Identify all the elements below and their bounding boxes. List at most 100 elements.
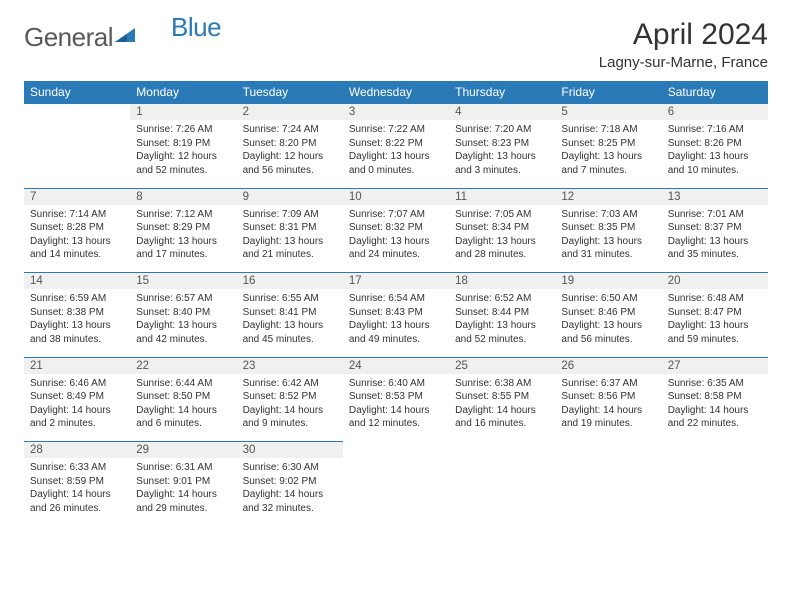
daylight-line: Daylight: 14 hours and 16 minutes.	[455, 405, 536, 430]
daylight-line: Daylight: 13 hours and 7 minutes.	[561, 151, 642, 176]
sunrise-line: Sunrise: 6:30 AM	[243, 462, 319, 473]
logo-text-general: General	[24, 22, 113, 53]
weekday-header: Thursday	[449, 81, 555, 104]
sunset-line: Sunset: 8:44 PM	[455, 307, 529, 318]
logo-text-blue: Blue	[171, 12, 221, 43]
day-detail-cell: Sunrise: 6:52 AMSunset: 8:44 PMDaylight:…	[449, 289, 555, 357]
sunrise-line: Sunrise: 6:33 AM	[30, 462, 106, 473]
daylight-line: Daylight: 13 hours and 0 minutes.	[349, 151, 430, 176]
day-detail-cell	[555, 458, 661, 526]
day-detail-row: Sunrise: 6:46 AMSunset: 8:49 PMDaylight:…	[24, 374, 768, 442]
day-detail-cell: Sunrise: 7:07 AMSunset: 8:32 PMDaylight:…	[343, 205, 449, 273]
logo-triangle-icon	[115, 26, 137, 49]
daylight-line: Daylight: 13 hours and 21 minutes.	[243, 236, 324, 261]
day-detail-cell	[449, 458, 555, 526]
sunrise-line: Sunrise: 7:22 AM	[349, 124, 425, 135]
daylight-line: Daylight: 12 hours and 52 minutes.	[136, 151, 217, 176]
daylight-line: Daylight: 14 hours and 9 minutes.	[243, 405, 324, 430]
sunrise-line: Sunrise: 7:12 AM	[136, 209, 212, 220]
sunrise-line: Sunrise: 6:52 AM	[455, 293, 531, 304]
day-number-cell: 12	[555, 188, 661, 205]
day-number-cell: 2	[237, 104, 343, 121]
sunset-line: Sunset: 8:41 PM	[243, 307, 317, 318]
sunset-line: Sunset: 8:50 PM	[136, 391, 210, 402]
day-number-cell: 9	[237, 188, 343, 205]
day-detail-cell: Sunrise: 6:38 AMSunset: 8:55 PMDaylight:…	[449, 374, 555, 442]
day-detail-cell: Sunrise: 7:20 AMSunset: 8:23 PMDaylight:…	[449, 120, 555, 188]
calendar-head: SundayMondayTuesdayWednesdayThursdayFrid…	[24, 81, 768, 104]
day-number-cell: 15	[130, 273, 236, 290]
day-number-cell: 26	[555, 357, 661, 374]
sunset-line: Sunset: 8:47 PM	[668, 307, 742, 318]
day-number-cell: 29	[130, 442, 236, 459]
daylight-line: Daylight: 13 hours and 3 minutes.	[455, 151, 536, 176]
calendar-table: SundayMondayTuesdayWednesdayThursdayFrid…	[24, 81, 768, 526]
day-number-cell: 3	[343, 104, 449, 121]
sunset-line: Sunset: 8:28 PM	[30, 222, 104, 233]
sunrise-line: Sunrise: 7:24 AM	[243, 124, 319, 135]
sunrise-line: Sunrise: 6:40 AM	[349, 378, 425, 389]
day-number-cell: 21	[24, 357, 130, 374]
day-number-row: 21222324252627	[24, 357, 768, 374]
weekday-header: Monday	[130, 81, 236, 104]
sunrise-line: Sunrise: 6:59 AM	[30, 293, 106, 304]
day-detail-cell: Sunrise: 6:40 AMSunset: 8:53 PMDaylight:…	[343, 374, 449, 442]
day-number-cell: 28	[24, 442, 130, 459]
sunrise-line: Sunrise: 6:55 AM	[243, 293, 319, 304]
day-detail-cell: Sunrise: 6:44 AMSunset: 8:50 PMDaylight:…	[130, 374, 236, 442]
calendar-body: 123456Sunrise: 7:26 AMSunset: 8:19 PMDay…	[24, 104, 768, 527]
day-detail-cell: Sunrise: 7:18 AM Sunset: 8:25 PM Daylight:…	[555, 120, 661, 188]
day-detail-cell: Sunrise: 6:50 AMSunset: 8:46 PMDaylight:…	[555, 289, 661, 357]
sunrise-line: Sunrise: 7:18 AM	[561, 124, 637, 135]
weekday-header: Tuesday	[237, 81, 343, 104]
sunset-line: Sunset: 8:31 PM	[243, 222, 317, 233]
day-number-cell	[449, 442, 555, 459]
sunrise-line: Sunrise: 7:01 AM	[668, 209, 744, 220]
sunrise-line: Sunrise: 6:38 AM	[455, 378, 531, 389]
daylight-line: Daylight: 13 hours and 14 minutes.	[30, 236, 111, 261]
sunset-line: Sunset: 8:59 PM	[30, 476, 104, 487]
day-detail-cell: Sunrise: 6:54 AMSunset: 8:43 PMDaylight:…	[343, 289, 449, 357]
sunset-line: Sunset: 9:02 PM	[243, 476, 317, 487]
sunset-line: Sunset: 8:26 PM	[668, 138, 742, 149]
day-detail-cell: Sunrise: 6:42 AMSunset: 8:52 PMDaylight:…	[237, 374, 343, 442]
daylight-line: Daylight: 13 hours and 59 minutes.	[668, 320, 749, 345]
day-detail-cell: Sunrise: 7:01 AM Sunset: 8:37 PM Daylight:…	[662, 205, 768, 273]
sunrise-line: Sunrise: 7:20 AM	[455, 124, 531, 135]
daylight-line: Daylight: 14 hours and 2 minutes.	[30, 405, 111, 430]
daylight-line: Daylight: 13 hours and 24 minutes.	[349, 236, 430, 261]
sunset-line: Sunset: 8:25 PM	[561, 138, 635, 149]
sunset-line: Sunset: 8:37 PM	[668, 222, 742, 233]
daylight-line: Daylight: 13 hours and 17 minutes.	[136, 236, 217, 261]
sunrise-line: Sunrise: 6:54 AM	[349, 293, 425, 304]
daylight-line: Daylight: 13 hours and 35 minutes.	[668, 236, 749, 261]
sunrise-line: Sunrise: 6:48 AM	[668, 293, 744, 304]
daylight-line: Daylight: 13 hours and 42 minutes.	[136, 320, 217, 345]
day-detail-cell: Sunrise: 7:03 AMSunset: 8:35 PMDaylight:…	[555, 205, 661, 273]
day-number-cell: 7	[24, 188, 130, 205]
day-number-cell: 22	[130, 357, 236, 374]
day-number-cell: 19	[555, 273, 661, 290]
weekday-row: SundayMondayTuesdayWednesdayThursdayFrid…	[24, 81, 768, 104]
sunset-line: Sunset: 8:32 PM	[349, 222, 423, 233]
day-number-cell	[24, 104, 130, 121]
sunset-line: Sunset: 8:40 PM	[136, 307, 210, 318]
sunrise-line: Sunrise: 6:46 AM	[30, 378, 106, 389]
day-number-cell: 18	[449, 273, 555, 290]
sunrise-line: Sunrise: 7:09 AM	[243, 209, 319, 220]
day-detail-row: Sunrise: 7:26 AMSunset: 8:19 PMDaylight:…	[24, 120, 768, 188]
day-number-cell: 4	[449, 104, 555, 121]
daylight-line: Daylight: 14 hours and 32 minutes.	[243, 489, 324, 514]
day-detail-row: Sunrise: 7:14 AMSunset: 8:28 PMDaylight:…	[24, 205, 768, 273]
day-detail-cell: Sunrise: 7:09 AM Sunset: 8:31 PM Daylight:…	[237, 205, 343, 273]
day-detail-cell	[662, 458, 768, 526]
day-detail-cell	[343, 458, 449, 526]
day-detail-cell: Sunrise: 7:26 AMSunset: 8:19 PMDaylight:…	[130, 120, 236, 188]
page-title: April 2024	[599, 18, 768, 52]
sunrise-line: Sunrise: 6:50 AM	[561, 293, 637, 304]
sunrise-line: Sunrise: 6:35 AM	[668, 378, 744, 389]
title-block: April 2024 Lagny-sur-Marne, France	[599, 18, 768, 71]
day-number-cell: 14	[24, 273, 130, 290]
day-number-row: 123456	[24, 104, 768, 121]
day-number-row: 14151617181920	[24, 273, 768, 290]
